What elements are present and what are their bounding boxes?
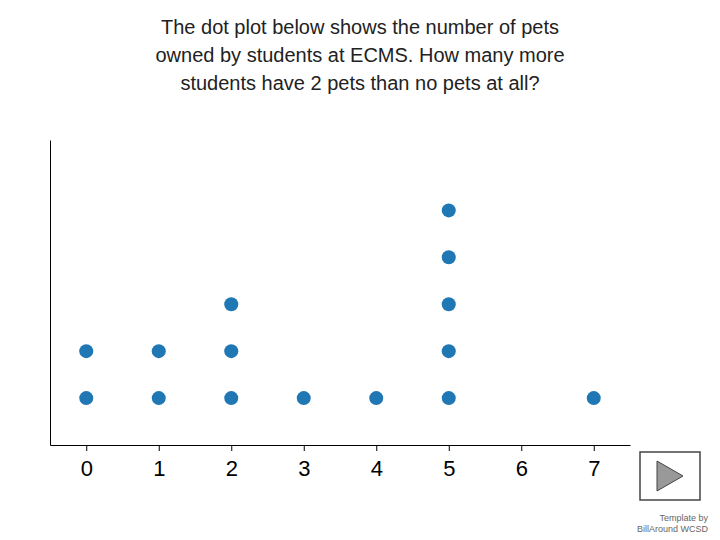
dot: [442, 250, 456, 264]
x-tick-mark: [304, 445, 305, 451]
x-tick-label: 1: [153, 456, 165, 481]
y-axis-line: [50, 141, 51, 446]
dot: [224, 297, 238, 311]
x-tick-label: 0: [81, 456, 93, 481]
x-tick-label: 3: [298, 456, 310, 481]
x-tick: 3: [298, 445, 310, 481]
title-line: students have 2 pets than no pets at all…: [180, 72, 539, 94]
plot-area: 0 1 2 3 4 5 6 7: [51, 141, 631, 482]
title-line: The dot plot below shows the number of p…: [161, 16, 559, 38]
title-line: owned by students at ECMS. How many more: [155, 44, 564, 66]
x-tick-label: 7: [588, 456, 600, 481]
footer-line: Template by: [659, 513, 708, 523]
dot: [297, 391, 311, 405]
x-tick-label: 6: [516, 456, 528, 481]
x-tick-mark: [376, 445, 377, 451]
back-button-arrow: [657, 461, 683, 491]
x-tick-label: 5: [443, 456, 455, 481]
x-axis: 0 1 2 3 4 5 6 7: [51, 445, 631, 481]
dot: [224, 391, 238, 405]
dot: [587, 391, 601, 405]
x-tick-mark: [231, 445, 232, 451]
y-axis: [50, 141, 51, 446]
dots: [79, 203, 601, 405]
footer-line: BillAround WCSD: [637, 524, 709, 534]
dot: [442, 391, 456, 405]
x-tick-mark: [159, 445, 160, 451]
dot: [224, 344, 238, 358]
x-tick-label: 2: [226, 456, 238, 481]
x-tick: 5: [443, 445, 455, 481]
x-tick: 6: [516, 445, 528, 481]
dot: [442, 297, 456, 311]
dot: [152, 391, 166, 405]
back-button-box: [640, 452, 700, 500]
x-tick: 0: [81, 445, 93, 481]
dot: [79, 391, 93, 405]
chart-svg: The dot plot below shows the number of p…: [0, 0, 720, 540]
x-tick-mark: [86, 445, 87, 451]
dot: [442, 203, 456, 217]
chart-title: The dot plot below shows the number of p…: [155, 16, 564, 94]
dot: [79, 344, 93, 358]
back-button: [640, 452, 700, 500]
x-tick-mark: [521, 445, 522, 451]
x-tick-mark: [449, 445, 450, 451]
dot: [442, 344, 456, 358]
x-tick-mark: [594, 445, 595, 451]
x-tick: 2: [226, 445, 238, 481]
x-tick: 1: [153, 445, 165, 481]
dot: [369, 391, 383, 405]
x-tick-label: 4: [371, 456, 383, 481]
x-axis-line: [51, 445, 631, 446]
dot: [152, 344, 166, 358]
x-tick: 4: [371, 445, 383, 481]
footer-text: Template byBillAround WCSD: [637, 513, 709, 534]
x-tick: 7: [588, 445, 600, 481]
